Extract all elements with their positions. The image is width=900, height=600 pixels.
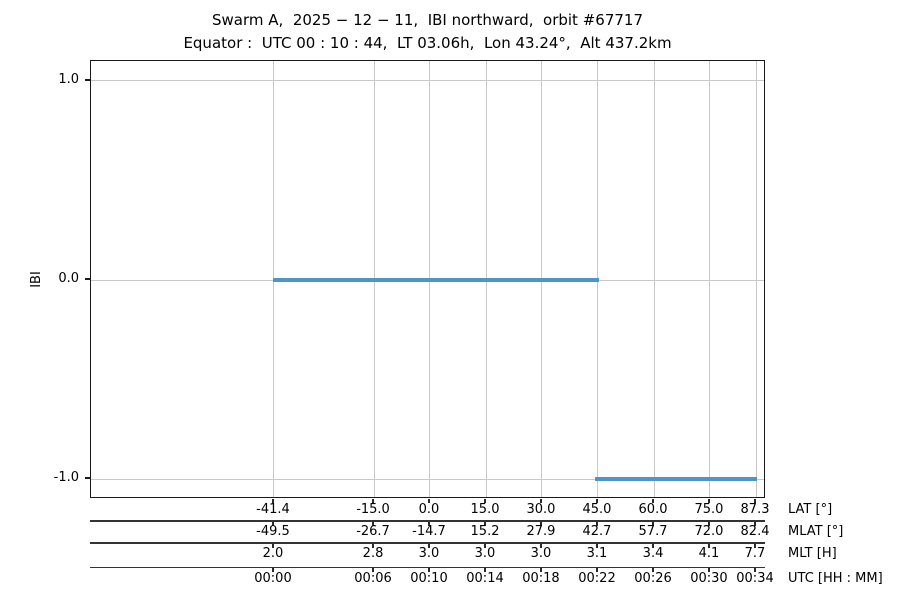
x-tick-mark <box>652 498 654 503</box>
x-tick-mark <box>372 568 374 573</box>
x-tick-mark <box>428 498 430 503</box>
x-tick-label: 2.8 <box>362 546 384 561</box>
y-tick-label: 0.0 <box>58 271 79 286</box>
x-tick-label: 82.4 <box>740 524 770 539</box>
x-gridline <box>755 61 757 497</box>
y-tick-mark <box>85 79 90 81</box>
x-tick-mark <box>372 543 374 548</box>
x-tick-label: 30.0 <box>526 502 556 517</box>
x-tick-mark <box>708 521 710 526</box>
x-tick-mark <box>272 568 274 573</box>
x-tick-mark <box>272 543 274 548</box>
x-tick-mark <box>708 568 710 573</box>
x-tick-label: -49.5 <box>256 524 290 539</box>
x-tick-mark <box>540 521 542 526</box>
x-tick-label: 00:18 <box>522 570 560 586</box>
data-line-segment <box>273 278 599 282</box>
x-tick-mark <box>754 498 756 503</box>
x-tick-label: 60.0 <box>638 502 668 517</box>
x-tick-label: 00:26 <box>634 570 672 586</box>
x-gridline <box>653 61 655 497</box>
axis-row-name: MLT [H] <box>788 546 837 561</box>
x-tick-label: 15.2 <box>470 524 500 539</box>
axis-row-line <box>90 567 765 569</box>
x-tick-mark <box>372 498 374 503</box>
x-tick-mark <box>652 568 654 573</box>
x-tick-label: -14.7 <box>412 524 446 539</box>
x-tick-mark <box>540 568 542 573</box>
x-tick-label: 2.0 <box>262 546 284 561</box>
x-tick-label: 87.3 <box>740 502 770 517</box>
y-tick-label: 1.0 <box>58 71 79 87</box>
x-tick-mark <box>372 521 374 526</box>
x-tick-label: 0.0 <box>418 502 440 517</box>
x-tick-mark <box>540 543 542 548</box>
chart-title: Swarm A, 2025 − 12 − 11, IBI northward, … <box>212 11 643 29</box>
x-tick-mark <box>708 498 710 503</box>
x-tick-label: 27.9 <box>526 524 556 539</box>
x-tick-label: 00:34 <box>736 570 774 586</box>
y-tick-mark <box>85 278 90 280</box>
data-line-segment <box>594 477 757 482</box>
x-tick-label: 42.7 <box>582 524 612 539</box>
x-tick-mark <box>596 543 598 548</box>
x-tick-label: -15.0 <box>356 502 390 517</box>
plot-area <box>90 60 765 498</box>
x-tick-label: 3.0 <box>474 546 496 561</box>
x-tick-label: 3.1 <box>586 546 608 561</box>
x-tick-mark <box>754 543 756 548</box>
x-tick-label: 00:10 <box>410 570 448 586</box>
axis-row-name: MLAT [°] <box>788 524 844 539</box>
x-tick-mark <box>428 568 430 573</box>
x-tick-mark <box>272 521 274 526</box>
x-tick-mark <box>596 521 598 526</box>
x-tick-mark <box>596 568 598 573</box>
x-tick-label: 45.0 <box>582 502 612 517</box>
x-tick-label: 00:00 <box>254 570 292 586</box>
x-tick-label: 15.0 <box>470 502 500 517</box>
axis-row-name: UTC [HH : MM] <box>788 570 883 586</box>
x-tick-label: 3.4 <box>642 546 664 561</box>
chart-subtitle: Equator : UTC 00 : 10 : 44, LT 03.06h, L… <box>183 34 672 52</box>
x-tick-mark <box>428 521 430 526</box>
x-tick-mark <box>652 543 654 548</box>
x-tick-mark <box>484 543 486 548</box>
y-tick-label: -1.0 <box>53 470 79 486</box>
x-tick-label: 00:22 <box>578 570 616 586</box>
y-tick-mark <box>85 477 90 479</box>
x-tick-mark <box>484 498 486 503</box>
x-tick-label: 00:06 <box>354 570 392 586</box>
x-tick-mark <box>596 498 598 503</box>
x-tick-mark <box>484 568 486 573</box>
x-tick-mark <box>754 521 756 526</box>
x-tick-label: 72.0 <box>694 524 724 539</box>
x-tick-mark <box>708 543 710 548</box>
x-tick-label: -41.4 <box>256 502 290 517</box>
x-tick-label: -26.7 <box>356 524 390 539</box>
y-gridline <box>91 478 764 480</box>
x-tick-label: 7.7 <box>744 546 766 561</box>
x-tick-label: 00:14 <box>466 570 504 586</box>
x-tick-label: 57.7 <box>638 524 668 539</box>
x-tick-mark <box>754 568 756 573</box>
x-tick-mark <box>428 543 430 548</box>
x-tick-mark <box>652 521 654 526</box>
y-gridline <box>91 80 764 82</box>
x-tick-mark <box>272 498 274 503</box>
x-tick-label: 00:30 <box>690 570 728 586</box>
axis-row-line <box>90 542 765 544</box>
x-gridline <box>709 61 711 497</box>
x-tick-label: 75.0 <box>694 502 724 517</box>
x-tick-mark <box>484 521 486 526</box>
axis-row-name: LAT [°] <box>788 502 833 517</box>
x-tick-label: 3.0 <box>418 546 440 561</box>
axis-row-line <box>90 520 765 522</box>
x-tick-label: 3.0 <box>530 546 552 561</box>
x-tick-label: 4.1 <box>698 546 720 561</box>
x-tick-mark <box>540 498 542 503</box>
